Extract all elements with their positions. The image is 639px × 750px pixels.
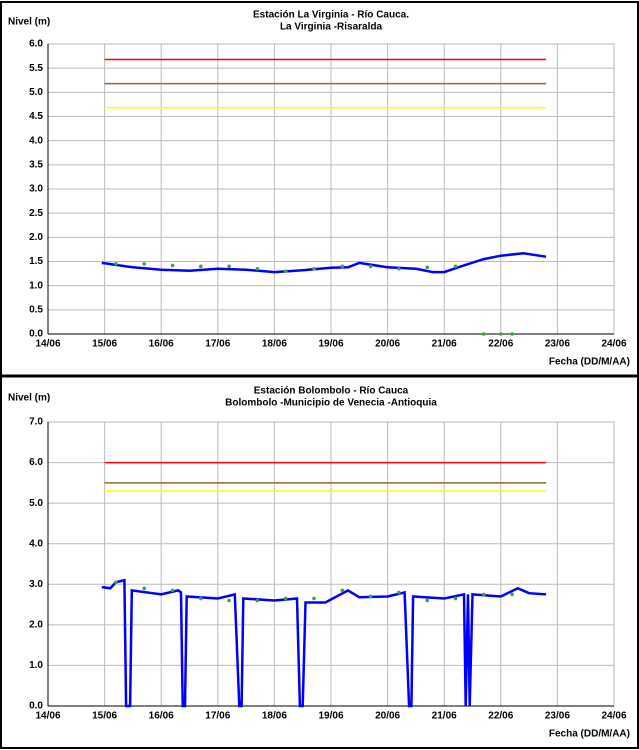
x-tick-label: 16/06 <box>149 711 174 722</box>
chart-title: Estación Bolombolo - Río Cauca <box>254 386 409 397</box>
y-tick-label: 5.5 <box>29 63 43 74</box>
data-point <box>482 592 486 597</box>
y-tick-label: 1.0 <box>29 280 43 291</box>
y-tick-label: 4.0 <box>29 538 43 549</box>
data-point <box>227 264 231 269</box>
x-tick-label: 23/06 <box>545 339 570 350</box>
y-tick-label: 6.0 <box>29 457 43 468</box>
data-point <box>340 588 345 593</box>
data-point <box>482 332 486 336</box>
x-tick-label: 24/06 <box>601 339 626 350</box>
y-axis-label: Nivel (m) <box>8 393 50 404</box>
x-tick-label: 21/06 <box>432 339 457 350</box>
x-axis-label: Fecha (DD/M/AA) <box>549 729 630 740</box>
data-point <box>114 580 118 585</box>
data-point <box>368 264 373 269</box>
data-point <box>255 266 260 271</box>
data-point <box>453 596 458 601</box>
data-point <box>283 269 288 273</box>
data-point <box>255 598 260 603</box>
data-point <box>510 592 514 597</box>
data-point <box>499 332 503 336</box>
data-point <box>397 590 401 595</box>
y-axis-label: Nivel (m) <box>8 17 50 28</box>
y-tick-label: 1.5 <box>29 256 43 267</box>
y-tick-label: 0.0 <box>29 329 43 340</box>
data-point <box>199 264 203 269</box>
x-tick-label: 16/06 <box>149 339 174 350</box>
data-point <box>425 265 430 270</box>
x-tick-label: 19/06 <box>318 711 343 722</box>
chart-title: Estación La Virginia - Río Cauca. <box>253 10 409 21</box>
series-line <box>101 252 547 274</box>
x-tick-label: 22/06 <box>488 339 513 350</box>
x-tick-label: 20/06 <box>375 339 400 350</box>
x-tick-label: 18/06 <box>262 339 287 350</box>
x-tick-label: 18/06 <box>262 711 287 722</box>
data-point <box>510 332 514 336</box>
y-tick-label: 7.0 <box>29 417 43 428</box>
x-tick-label: 15/06 <box>92 711 117 722</box>
data-point <box>142 262 147 266</box>
data-point <box>142 586 147 591</box>
data-point <box>114 262 118 266</box>
y-tick-label: 5.0 <box>29 498 43 509</box>
data-point <box>283 596 288 601</box>
y-tick-label: 2.0 <box>29 619 43 630</box>
data-point <box>227 598 231 603</box>
data-point <box>453 264 458 269</box>
y-tick-label: 4.5 <box>29 111 43 122</box>
data-point <box>368 594 373 599</box>
x-tick-label: 14/06 <box>35 339 60 350</box>
y-tick-label: 3.5 <box>29 159 43 170</box>
y-tick-label: 0.0 <box>29 701 43 712</box>
chart-subtitle: Bolombolo -Municipio de Venecia -Antioqu… <box>225 398 437 409</box>
y-tick-label: 3.0 <box>29 579 43 590</box>
x-tick-label: 15/06 <box>92 339 117 350</box>
x-tick-label: 22/06 <box>488 711 513 722</box>
data-point <box>170 588 175 593</box>
y-tick-label: 0.5 <box>29 304 43 315</box>
x-tick-label: 21/06 <box>432 711 457 722</box>
y-tick-label: 5.0 <box>29 87 43 98</box>
x-tick-label: 19/06 <box>318 339 343 350</box>
data-point <box>312 266 316 271</box>
y-tick-label: 2.5 <box>29 208 43 219</box>
y-tick-label: 2.0 <box>29 232 43 243</box>
data-point <box>199 596 203 601</box>
x-tick-label: 24/06 <box>601 711 626 722</box>
data-point <box>397 266 401 271</box>
x-tick-label: 17/06 <box>205 339 230 350</box>
y-tick-label: 6.0 <box>29 39 43 50</box>
y-tick-label: 4.0 <box>29 135 43 146</box>
y-tick-label: 3.0 <box>29 184 43 195</box>
series-line <box>101 578 547 708</box>
data-point <box>340 264 345 269</box>
data-point <box>425 598 430 603</box>
data-point <box>170 263 175 268</box>
data-point <box>312 596 316 601</box>
x-axis-label: Fecha (DD/M/AA) <box>549 357 630 368</box>
x-tick-label: 20/06 <box>375 711 400 722</box>
y-tick-label: 1.0 <box>29 660 43 671</box>
chart-subtitle: La Virginia -Risaralda <box>280 22 383 33</box>
x-tick-label: 14/06 <box>35 711 60 722</box>
x-tick-label: 17/06 <box>205 711 230 722</box>
x-tick-label: 23/06 <box>545 711 570 722</box>
